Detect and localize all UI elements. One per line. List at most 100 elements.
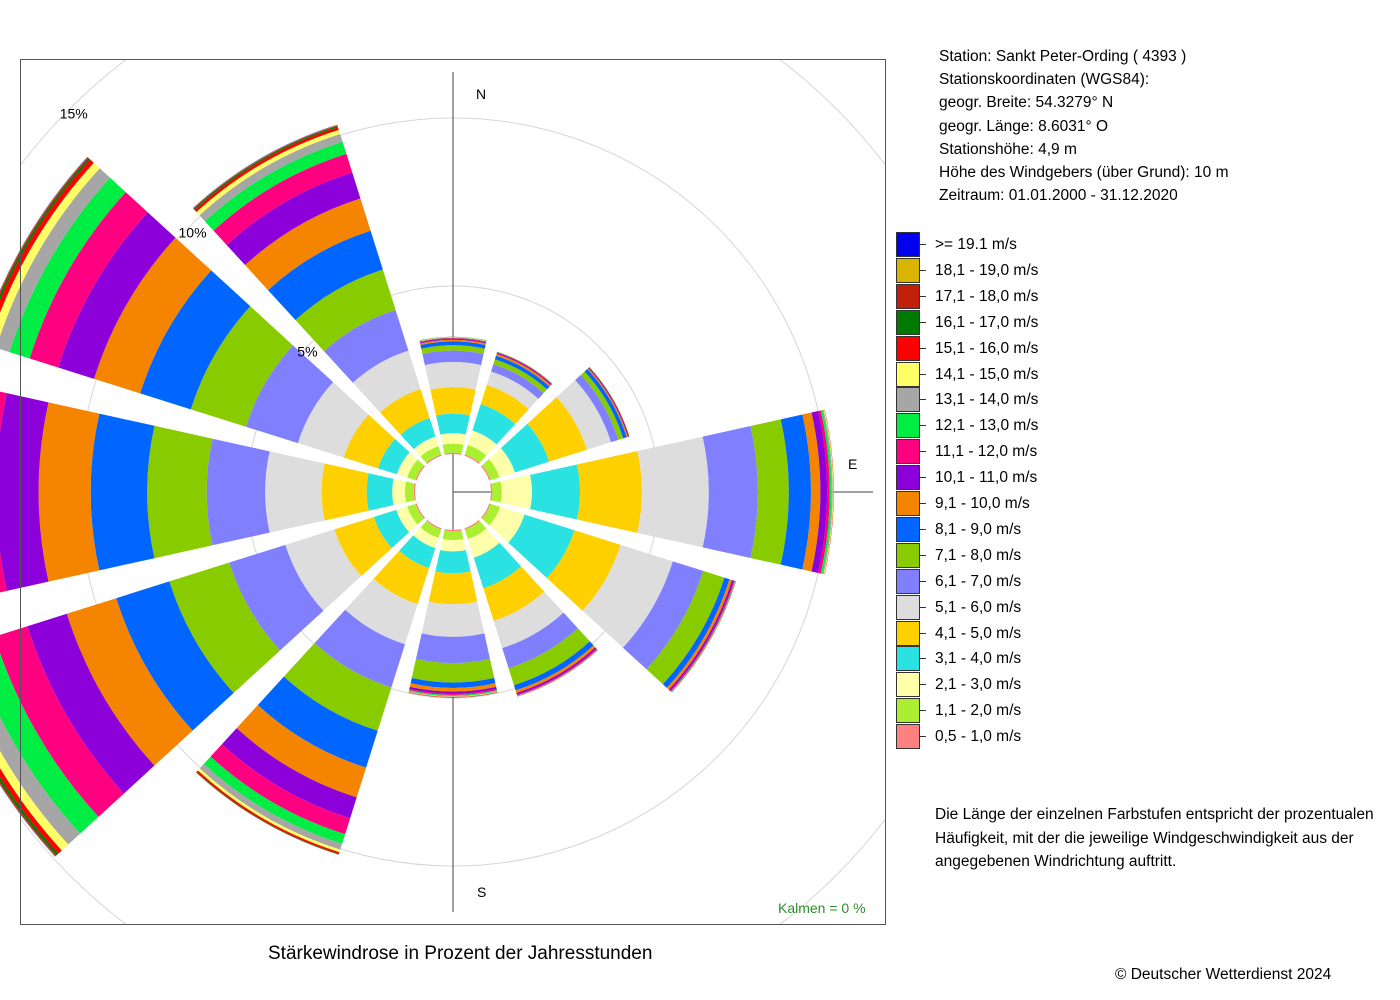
wind-sector-90 — [490, 409, 834, 575]
legend-tick — [920, 503, 926, 504]
legend-tick — [920, 399, 926, 401]
legend-swatch — [896, 361, 920, 387]
speed-band-segment — [500, 474, 532, 510]
speed-band-segment — [415, 465, 425, 481]
wind-sector-120 — [481, 503, 736, 693]
legend-label: 3,1 - 4,0 m/s — [935, 650, 1022, 668]
speed-band-segment — [750, 419, 789, 565]
speed-band-segment — [575, 374, 619, 443]
legend-label: 10,1 - 11,0 m/s — [935, 469, 1038, 487]
legend-item: 6,1 - 7,0 m/s — [896, 568, 1096, 595]
speed-band-segment — [493, 591, 564, 649]
legend-label: 4,1 - 5,0 m/s — [935, 624, 1022, 642]
compass-s-label: S — [477, 884, 486, 900]
compass-n-label: N — [476, 86, 486, 102]
speed-band-segment — [556, 380, 612, 450]
speed-band-segment — [818, 410, 830, 574]
speed-band-segment — [408, 691, 498, 697]
explanation-note: Die Länge der einzelnen Farbstufen entsp… — [935, 803, 1374, 874]
station-elevation: Stationshöhe: 4,9 m — [939, 140, 1077, 158]
speed-band-segment — [29, 192, 148, 368]
speed-band-segment — [210, 744, 351, 835]
speed-band-segment — [584, 368, 627, 439]
speed-band-segment — [480, 384, 529, 425]
legend-item: >= 19.1 m/s — [896, 232, 1096, 258]
speed-band-segment — [38, 402, 100, 582]
speed-band-segment — [415, 503, 425, 519]
speed-band-segment — [380, 389, 430, 435]
speed-band-segment — [823, 409, 834, 575]
speed-band-segment — [488, 448, 515, 478]
speed-band-segment — [467, 528, 500, 558]
speed-band-segment — [420, 521, 442, 538]
speed-band-segment — [424, 361, 482, 390]
legend-label: >= 19.1 m/s — [935, 236, 1017, 253]
wind-sector-30 — [464, 351, 553, 464]
legend-swatch — [896, 516, 920, 542]
speed-band-segment — [116, 581, 234, 731]
legend-swatch — [896, 542, 920, 568]
speed-band-segment — [430, 387, 476, 416]
speed-band-segment — [407, 459, 424, 481]
speed-band-segment — [0, 391, 7, 593]
speed-band-segment — [490, 483, 493, 501]
speed-band-segment — [295, 269, 396, 352]
speed-band-segment — [419, 337, 487, 342]
ring-label: 15% — [60, 106, 88, 122]
legend-swatch — [896, 724, 920, 750]
legend-item: 12,1 - 13,0 m/s — [896, 413, 1096, 439]
speed-band-segment — [0, 168, 111, 353]
legend-item: 10,1 - 11,0 m/s — [896, 465, 1096, 491]
speed-band-segment — [440, 433, 466, 445]
speed-band-segment — [420, 446, 442, 463]
speed-band-segment — [530, 464, 581, 520]
speed-band-segment — [580, 371, 624, 440]
legend-label: 5,1 - 6,0 m/s — [935, 598, 1022, 616]
speed-band-segment — [495, 353, 551, 387]
speed-band-segment — [66, 598, 193, 766]
ring-labels: 5% 10% 15% — [60, 106, 318, 360]
speed-band-segment — [94, 237, 212, 394]
speed-band-segment — [483, 566, 545, 621]
speed-band-segment — [820, 410, 832, 574]
speed-band-segment — [413, 527, 439, 549]
legend-swatch — [896, 257, 920, 283]
speed-band-segment — [413, 483, 416, 501]
legend-tick — [920, 477, 926, 479]
speed-band-segment — [527, 397, 587, 462]
speed-band-segment — [500, 423, 550, 473]
speed-band-segment — [297, 382, 369, 458]
legend-swatch — [896, 232, 920, 257]
speed-band-segment — [780, 414, 811, 570]
legend-tick — [920, 347, 926, 349]
speed-band-segment — [622, 561, 704, 670]
legend-label: 14,1 - 15,0 m/s — [935, 365, 1039, 383]
speed-band-segment — [486, 371, 539, 410]
speed-band-segment — [419, 337, 487, 342]
speed-band-segment — [226, 172, 361, 266]
legend-item: 5,1 - 6,0 m/s — [896, 594, 1096, 621]
speed-band-segment — [577, 451, 642, 533]
speed-band-segment — [267, 230, 383, 321]
speed-band-segment — [58, 212, 176, 379]
speed-band-segment — [481, 465, 491, 481]
speed-band-segment — [140, 270, 251, 410]
legend-label: 11,1 - 12,0 m/s — [935, 443, 1038, 461]
speed-band-segment — [257, 676, 378, 768]
legend-item: 9,1 - 10,0 m/s — [896, 491, 1096, 517]
speed-band-segment — [646, 570, 725, 685]
speed-band-segment — [0, 768, 62, 854]
legend-item: 14,1 - 15,0 m/s — [896, 361, 1096, 388]
speed-band-segment — [221, 728, 357, 819]
speed-band-segment — [410, 678, 496, 688]
legend-swatch — [896, 594, 920, 620]
speed-band-segment — [408, 692, 498, 698]
legend-label: 15,1 - 16,0 m/s — [935, 339, 1039, 357]
legend-swatch — [896, 439, 920, 465]
speed-band-segment — [421, 345, 485, 354]
speed-band-segment — [203, 756, 346, 844]
speed-band-segment — [508, 628, 590, 686]
legend-swatch — [896, 465, 920, 491]
legend-item: 13,1 - 14,0 m/s — [896, 387, 1096, 413]
speed-band-segment — [9, 177, 126, 359]
